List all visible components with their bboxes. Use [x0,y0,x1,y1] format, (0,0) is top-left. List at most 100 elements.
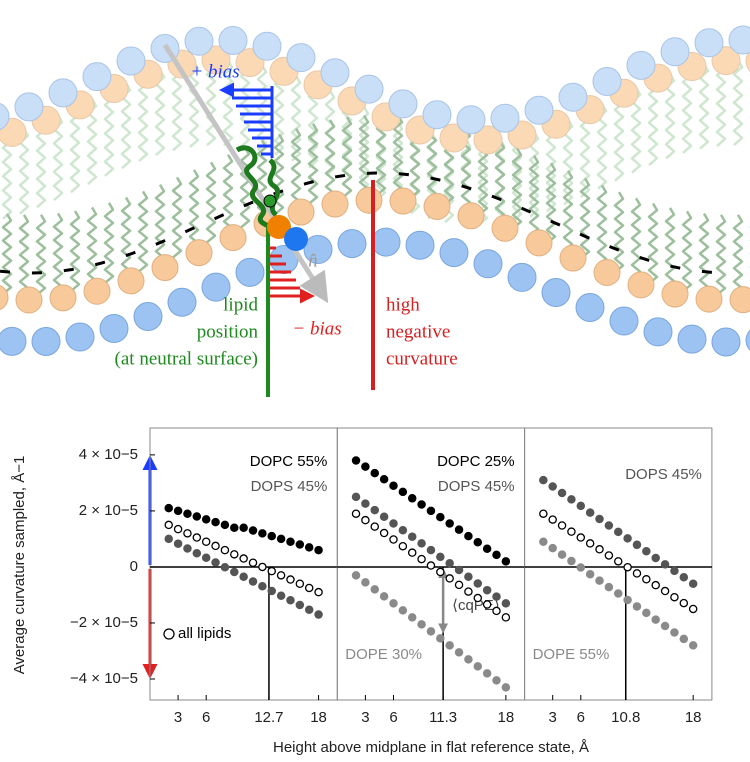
data-point [567,527,576,536]
panel-frame [524,427,713,701]
data-point [548,482,557,491]
curvature-label: negative [386,321,450,342]
data-point [314,587,323,597]
data-point [464,655,473,664]
data-point [379,592,389,601]
lipid-tail [528,154,540,237]
data-point [557,521,567,530]
data-point [201,537,211,546]
series-label: all lipids [178,625,231,642]
diagram-overlay: + bias − bias n̂ lipid position (at neut… [115,43,458,397]
lipid-head [677,324,707,354]
data-point [436,512,445,522]
data-point [445,641,454,650]
lipid-tail [511,147,523,230]
y-tick-label: 0 [130,558,138,575]
series-label: DOPS 45% [251,478,328,495]
data-point [258,529,267,538]
lipid-label: position [197,321,259,342]
data-point [361,578,370,587]
lipid-head [49,284,77,312]
lipid-tail [307,82,319,169]
data-point [230,523,239,532]
data-point [239,523,248,532]
lipid-head [354,74,384,104]
series-label: DOPE 55% [533,646,610,663]
data-point [389,535,398,544]
data-point [473,579,483,588]
lipid-tail [171,64,183,152]
lipid-head [267,215,291,239]
lipid-tail [171,176,183,259]
lipid-tail [239,61,251,148]
lipid-head [660,37,690,67]
data-point [201,553,211,562]
data-point [651,553,660,563]
lipid-head [185,239,213,267]
data-point [407,548,417,557]
lipid-head [558,82,588,112]
lipid-tail [256,64,268,151]
minus-bias-hatch [268,246,315,304]
lipid-head [0,285,9,311]
lipid-head [371,227,401,257]
data-point [248,577,258,586]
lipid-tail [188,169,200,251]
lipid-head [321,190,349,218]
lipid-tail [545,162,557,245]
data-point [248,558,258,567]
lipid-head [711,46,741,76]
data-point [192,512,202,521]
data-point [642,547,651,556]
data-point [576,501,586,511]
data-point [220,520,230,530]
lipid-tail [613,95,625,182]
data-point [183,529,192,538]
lipid-head [626,50,656,80]
data-point [454,525,464,534]
lipid-tail [290,75,302,162]
data-point [623,595,632,605]
data-point [642,575,651,584]
data-point [361,499,370,508]
lipid-tail [715,60,727,147]
lipid-head [201,45,231,75]
lipid-head [728,25,750,55]
lipid-head [99,313,129,343]
lipid-tail [375,114,387,196]
lipid-head [627,271,655,299]
lipid-head [286,43,316,73]
minus-bias-label: − bias [292,318,341,339]
data-point [295,579,305,588]
lipid-head [337,229,367,259]
lipid-tail [235,145,279,234]
data-point [389,519,398,528]
lipid-tail [392,115,404,197]
x-tick-label: 12.7 [254,709,283,726]
data-point [632,602,642,611]
data-point [370,522,380,531]
data-point [482,585,492,595]
lipid-head [31,326,61,356]
x-tick-label: 10.8 [611,709,640,726]
lipid-tail [647,79,659,167]
lipid-head [82,62,112,92]
data-point [426,506,436,516]
lipid-tail [103,90,115,177]
lipid-tail [222,59,234,147]
legend-marker [163,628,175,640]
series-label: DOPC 25% [437,453,515,470]
x-tick-label: 11.3 [429,709,457,726]
lipid-tail [18,214,30,296]
lipid-tail [222,154,234,236]
data-point [585,539,595,548]
lipid-head [473,125,503,155]
data-point [267,566,276,576]
lipid-head [575,292,605,322]
data-point [192,533,202,542]
lipid-tail [494,140,506,223]
lipid-tail [358,114,370,197]
lipid-head [473,249,503,279]
data-point [220,562,230,572]
lipid-head [593,258,621,286]
